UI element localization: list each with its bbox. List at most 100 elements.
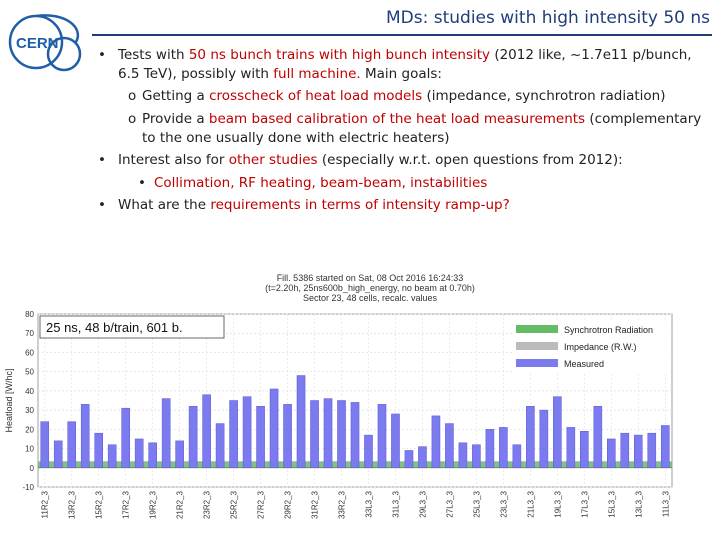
bar-16R2_3 — [107, 444, 117, 469]
bar-31R2_3 — [310, 400, 319, 469]
x-tick-label: 29R2_3 — [284, 490, 293, 519]
y-tick-label: 60 — [25, 348, 34, 357]
bar-17L3_3 — [580, 431, 589, 469]
x-tick-label: 23R2_3 — [203, 490, 212, 519]
chart-header-line: Fill. 5386 started on Sat, 08 Oct 2016 1… — [277, 273, 464, 283]
bullet-text: (impedance, synchrotron radiation) — [422, 88, 666, 105]
bullet-highlight: crosscheck of heat load models — [209, 88, 423, 105]
bullet-text: Getting a — [142, 88, 210, 105]
bar-31L3_3 — [391, 413, 400, 469]
bar-19L3_3 — [553, 396, 562, 469]
bar-12L3_3 — [647, 432, 657, 469]
chart-header-line: Sector 23, 48 cells, recalc. values — [303, 293, 438, 303]
sub-bullet-collimation: • Collimation, RF heating, beam-beam, in… — [118, 174, 708, 193]
x-tick-label: 29L3_3 — [418, 490, 427, 517]
legend-label: Measured — [564, 359, 604, 369]
bar-24L3_3 — [485, 429, 495, 469]
x-tick-label: 31R2_3 — [311, 490, 320, 519]
x-tick-label: 17R2_3 — [122, 490, 131, 519]
bar-15R2_3 — [94, 432, 103, 469]
y-tick-label: -10 — [22, 483, 34, 492]
x-tick-label: 27L3_3 — [445, 490, 454, 517]
bullet-marker: • — [98, 197, 106, 214]
y-tick-label: 70 — [25, 329, 34, 338]
bullet-highlight: requirements in terms of intensity ramp-… — [210, 197, 510, 214]
legend-swatch — [516, 359, 558, 367]
bullet-highlight: Collimation, RF heating, beam-beam, inst… — [154, 174, 488, 191]
legend-swatch — [516, 325, 558, 333]
bar-26L3_3 — [458, 442, 468, 469]
bullet-list: • Tests with 50 ns bunch trains with hig… — [98, 46, 708, 219]
x-tick-label: 19R2_3 — [149, 490, 158, 519]
bar-27L3_3 — [445, 423, 454, 469]
bullet-highlight: 50 ns bunch trains with high bunch inten… — [188, 47, 491, 63]
bar-33L3_3 — [364, 434, 373, 469]
bar-18R2_3 — [134, 438, 144, 469]
bar-25R2_3 — [229, 400, 238, 469]
bar-29L3_3 — [418, 446, 427, 469]
bar-18L3_3 — [566, 427, 576, 469]
bar-20R2_3 — [161, 398, 171, 469]
bullet-text: Main goals: — [360, 65, 442, 82]
bar-32L3_3 — [377, 404, 387, 469]
bullet-tests: • Tests with 50 ns bunch trains with hig… — [98, 46, 708, 83]
bar-21R2_3 — [175, 440, 184, 469]
sub-bullet-calibration: o Provide a beam based calibration of th… — [108, 110, 708, 147]
sub-bullet-marker: o — [128, 88, 137, 105]
bar-20L3_3 — [539, 409, 549, 469]
x-tick-label: 13L3_3 — [634, 490, 643, 517]
y-tick-label: 10 — [25, 445, 34, 454]
bar-33R2_3 — [337, 400, 346, 469]
bar-16L3_3 — [593, 406, 603, 469]
chart-annotation: 25 ns, 48 b/train, 601 b. — [46, 320, 183, 335]
y-axis-label: Heatload [W/hc] — [4, 368, 14, 432]
y-tick-label: 80 — [25, 310, 34, 319]
bullet-text: (complementary to the one usually done w… — [142, 110, 702, 146]
bar-12R2_3 — [53, 440, 63, 469]
bar-28R2_3 — [269, 388, 279, 469]
bar-22L3_3 — [512, 444, 522, 469]
annotation-box — [39, 315, 225, 339]
bullet-highlight: full machine. — [273, 65, 361, 82]
x-tick-label: 21R2_3 — [176, 490, 185, 519]
bullet-marker: • — [98, 47, 106, 63]
bar-27R2_3 — [256, 406, 265, 469]
bullet-marker: • — [98, 152, 106, 169]
bar-21L3_3 — [526, 406, 535, 469]
bullet-text: What are the — [118, 197, 211, 214]
bullet-text: (2012 like, ~1.7e11 p/bunch, 6.5 TeV), p… — [118, 47, 692, 82]
bar-24R2_3 — [215, 423, 225, 469]
x-tick-label: 33L3_3 — [364, 490, 373, 517]
x-tick-label: 27R2_3 — [257, 490, 266, 519]
cern-logo: CERN — [8, 14, 82, 72]
x-tick-label: 25R2_3 — [230, 490, 239, 519]
bar-14L3_3 — [620, 432, 630, 469]
slide-title: MDs: studies with high intensity 50 ns — [386, 8, 710, 28]
bar-30R2_3 — [296, 375, 306, 469]
bar-11L3_3 — [660, 425, 670, 469]
x-tick-label: 33R2_3 — [338, 490, 347, 519]
legend-swatch — [516, 342, 558, 350]
bullet-text: Interest also for — [118, 152, 229, 169]
bullet-other-studies: • Interest also for other studies (espec… — [98, 151, 708, 170]
legend-label: Impedance (R.W.) — [564, 342, 637, 352]
y-tick-label: 0 — [30, 464, 35, 473]
x-tick-label: 21L3_3 — [526, 490, 535, 517]
bar-29R2_3 — [283, 404, 292, 469]
title-divider — [92, 34, 712, 36]
x-tick-label: 11R2_3 — [41, 490, 50, 518]
bar-17R2_3 — [121, 407, 130, 469]
x-tick-label: 19L3_3 — [553, 490, 562, 517]
y-tick-label: 40 — [25, 387, 34, 396]
y-tick-label: 30 — [25, 406, 34, 415]
legend-label: Synchrotron Radiation — [564, 325, 653, 335]
bar-15L3_3 — [607, 438, 616, 469]
x-tick-label: 17L3_3 — [580, 490, 589, 517]
bar-19R2_3 — [148, 442, 157, 469]
x-tick-label: 25L3_3 — [472, 490, 481, 517]
bar-22R2_3 — [188, 406, 198, 469]
bullet-text: Provide a — [142, 110, 209, 127]
bar-23L3_3 — [499, 427, 508, 469]
x-tick-label: 23L3_3 — [499, 490, 508, 517]
bar-14R2_3 — [80, 404, 90, 469]
